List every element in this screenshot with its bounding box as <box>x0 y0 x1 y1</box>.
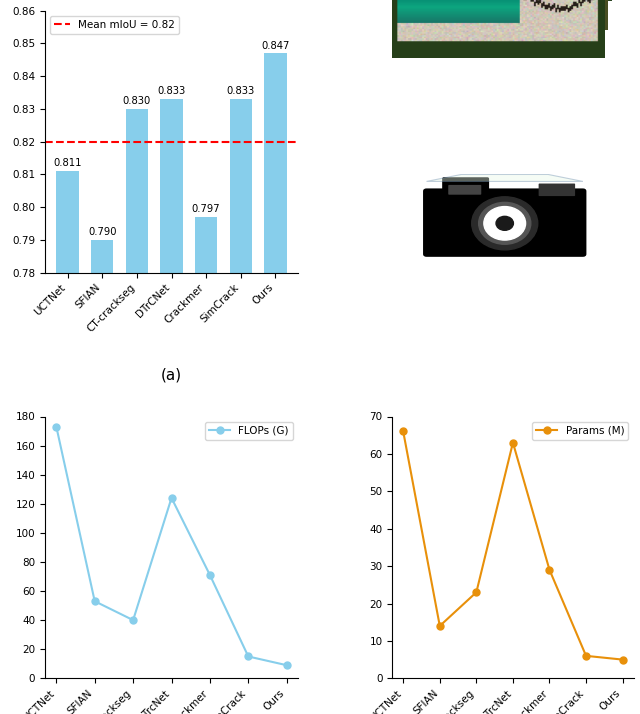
Params (M) <box>582 652 590 660</box>
Mean mIoU = 0.82 <box>99 137 106 146</box>
Line: Params (M): Params (M) <box>400 428 626 663</box>
FLOPs (G) <box>168 493 175 502</box>
Text: 0.811: 0.811 <box>53 159 82 169</box>
Text: 0.830: 0.830 <box>123 96 151 106</box>
FLOPs (G) <box>206 570 214 579</box>
Text: 0.833: 0.833 <box>227 86 255 96</box>
Legend: FLOPs (G): FLOPs (G) <box>205 422 293 440</box>
Params (M) <box>399 427 407 436</box>
Bar <box>160 99 183 714</box>
Circle shape <box>479 202 531 244</box>
Circle shape <box>496 216 513 231</box>
Text: 0.833: 0.833 <box>157 86 186 96</box>
Text: tiles, blades, pipelines, runways: tiles, blades, pipelines, runways <box>397 39 598 53</box>
FLOPs (G) <box>52 423 60 431</box>
Bar <box>125 109 148 714</box>
Params (M) <box>436 622 444 630</box>
Bar <box>230 99 252 714</box>
Params (M) <box>472 588 480 597</box>
Bar <box>91 240 113 714</box>
FancyBboxPatch shape <box>423 188 586 257</box>
Bar <box>264 54 287 714</box>
Text: 0.790: 0.790 <box>88 227 116 237</box>
Circle shape <box>472 197 538 250</box>
FLOPs (G) <box>283 661 291 670</box>
FancyBboxPatch shape <box>539 183 575 196</box>
Text: 0.797: 0.797 <box>192 204 220 214</box>
Bar <box>56 171 79 714</box>
Polygon shape <box>426 174 583 181</box>
Params (M) <box>509 438 516 447</box>
FancyBboxPatch shape <box>448 185 481 195</box>
Line: FLOPs (G): FLOPs (G) <box>53 423 290 669</box>
Circle shape <box>484 206 525 240</box>
FLOPs (G) <box>244 652 252 660</box>
Text: 0.847: 0.847 <box>261 41 290 51</box>
FLOPs (G) <box>129 616 137 625</box>
Bar <box>195 217 218 714</box>
Params (M) <box>546 565 554 574</box>
Mean mIoU = 0.82 <box>64 137 72 146</box>
FancyBboxPatch shape <box>442 177 489 197</box>
Legend: Params (M): Params (M) <box>532 422 628 440</box>
Params (M) <box>619 655 627 664</box>
Legend: Mean mIoU = 0.82: Mean mIoU = 0.82 <box>50 16 179 34</box>
Text: (a): (a) <box>161 368 182 383</box>
FLOPs (G) <box>91 597 99 605</box>
Text: bitumen, cement, bricks, metal,: bitumen, cement, bricks, metal, <box>397 14 598 26</box>
